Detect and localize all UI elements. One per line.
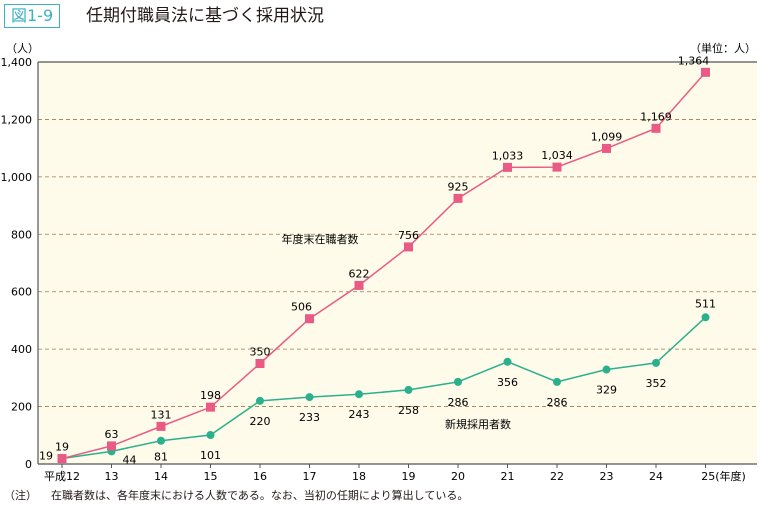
data-point-square [107,441,116,451]
series-label-hires: 新規採用者数 [445,417,511,431]
y-tick-label: 1,200 [1,113,33,126]
note-text: 在職者数は、各年度末における人数である。なお、当初の任期により算出している。 [51,489,469,502]
x-tick-label: 21 [501,470,515,483]
x-tick-label: 16 [253,470,267,483]
data-label: 622 [349,267,370,280]
y-tick-label: 1,400 [1,56,33,69]
data-point-square [206,402,215,412]
x-tick-label: 22 [550,470,564,483]
data-point-circle [602,365,611,374]
data-label: 19 [55,441,69,454]
data-point-circle [503,357,512,366]
data-label: 1,034 [541,149,573,162]
footnote: （注） 在職者数は、各年度末における人数である。なお、当初の任期により算出している… [4,487,482,503]
data-point-circle [206,430,215,439]
x-tick-label: 18 [352,470,366,483]
data-point-circle [454,377,462,386]
data-point-circle [157,436,165,445]
data-label: 286 [448,396,469,409]
series-line-hires [61,316,707,460]
y-tick-label: 200 [11,401,32,414]
x-tick-label: 14 [154,470,168,483]
x-tick-label: 15 [204,470,218,483]
figure-label: 図1-9 [4,4,61,28]
data-label: 1,033 [492,149,524,162]
data-point-square [701,67,710,77]
data-label: 1,169 [640,110,672,123]
data-label: 198 [200,389,221,402]
data-label: 329 [596,384,617,397]
data-point-circle [256,396,264,405]
series-line-staff [61,71,707,460]
data-point-square [305,314,314,324]
x-tick-label: 23 [600,470,614,483]
data-label: 243 [349,408,370,421]
y-tick-label: 400 [11,343,32,356]
data-point-square [453,193,463,203]
data-label: 352 [646,377,667,390]
x-tick-label: 13 [105,470,119,483]
y-tick-label: 0 [25,458,32,471]
data-label: 63 [105,428,119,441]
data-point-square [602,143,611,153]
x-tick-label: 17 [303,470,317,483]
data-point-circle [305,393,314,402]
y-axis-label: （人） [6,42,39,55]
data-label: 131 [151,408,172,421]
data-point-square [57,454,67,464]
unit-label: （単位：人） [690,41,756,55]
y-tick-label: 1,000 [1,171,33,184]
data-label: 258 [398,404,419,417]
data-label: 286 [547,396,568,409]
data-label: 19 [39,450,53,463]
data-label: 101 [200,449,221,462]
page-title: 任期付職員法に基づく採用状況 [86,6,324,26]
x-tick-label: 20 [451,470,465,483]
data-label: 925 [448,180,469,193]
data-point-square [255,359,265,368]
data-point-square [651,123,661,133]
data-label: 233 [299,411,320,424]
data-point-square [156,421,166,431]
data-label: 220 [250,415,271,428]
series-label-staff: 年度末在職者数 [282,232,359,246]
data-label: 350 [250,346,271,359]
data-point-square [404,242,413,252]
data-label: 1,364 [678,54,710,67]
data-point-square [503,162,512,172]
plot-area [38,62,757,464]
data-point-circle [553,377,561,386]
data-point-circle [355,390,363,399]
y-tick-label: 600 [11,286,32,299]
data-label: 1,099 [591,130,623,143]
data-label: 81 [154,451,168,464]
note-prefix: （注） [4,489,37,502]
x-tick-label: 24 [649,470,663,483]
data-point-square [552,162,562,172]
data-point-square [354,280,364,290]
data-point-circle [701,313,710,322]
data-label: 506 [291,301,312,314]
data-label: 511 [695,297,716,310]
x-tick-label: 25(年度) [701,469,746,483]
data-point-circle [652,358,660,367]
data-label: 44 [123,453,137,466]
x-tick-label: 19 [402,470,416,483]
x-tick-label: 平成12 [44,470,80,483]
y-tick-label: 800 [11,228,32,241]
data-point-circle [404,385,413,394]
data-label: 356 [497,376,518,389]
data-label: 756 [398,229,419,242]
